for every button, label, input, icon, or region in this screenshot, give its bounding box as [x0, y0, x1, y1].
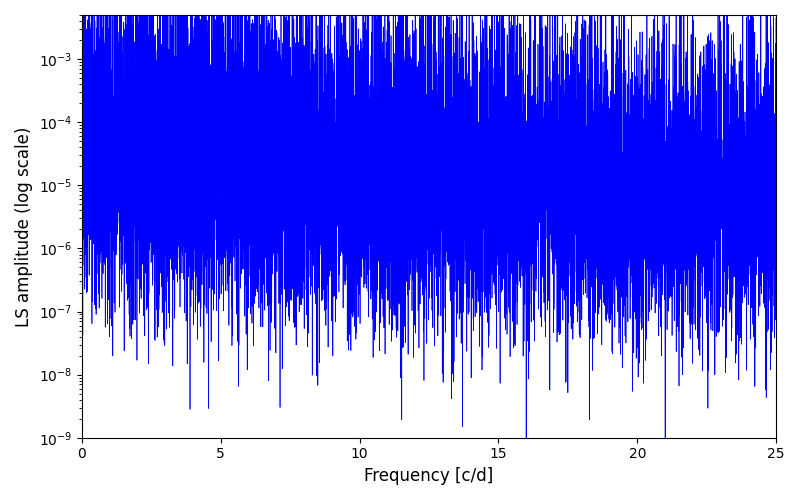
X-axis label: Frequency [c/d]: Frequency [c/d] [364, 467, 494, 485]
Y-axis label: LS amplitude (log scale): LS amplitude (log scale) [15, 126, 33, 326]
